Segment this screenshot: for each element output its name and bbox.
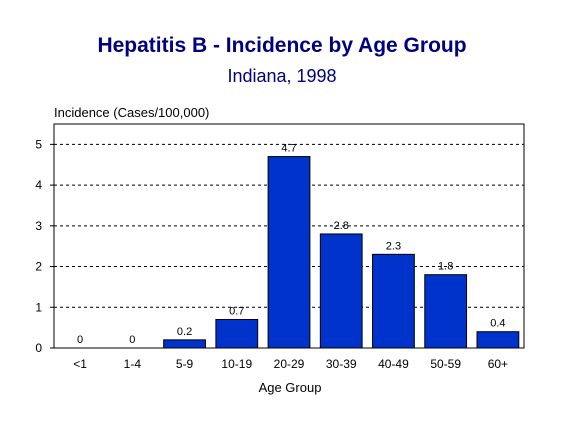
data-label: 0.2	[177, 326, 192, 338]
y-axis-label: Incidence (Cases/100,000)	[54, 105, 209, 120]
bar	[163, 339, 206, 349]
bar	[476, 331, 520, 349]
data-label: 2.8	[334, 220, 349, 232]
y-tick-label: 1	[35, 300, 42, 314]
x-ticks: <1 1-4 5-9 10-19 20-29 30-39 40-49 50-59 60+	[73, 357, 508, 371]
y-tick-label: 4	[35, 178, 42, 192]
x-tick-label: 30-39	[326, 357, 357, 371]
plot-area	[53, 123, 525, 349]
data-label: 0.4	[490, 318, 505, 330]
data-labels: 0 0 0.2 0.7 4.7 2.8 2.3 1.8 0.4	[77, 143, 505, 346]
x-tick-label: <1	[73, 357, 87, 371]
x-tick-label: 1-4	[124, 357, 142, 371]
data-label: 0	[129, 334, 135, 346]
data-label: 1.8	[438, 261, 453, 273]
x-tick-label: 5-9	[176, 357, 194, 371]
y-tick-label: 3	[35, 219, 42, 233]
x-tick-label: 10-19	[221, 357, 252, 371]
x-tick-label: 60+	[488, 357, 508, 371]
bar	[319, 233, 363, 349]
y-ticks: 0 1 2 3 4 5	[35, 137, 54, 355]
y-tick-label: 0	[35, 341, 42, 355]
data-label: 2.3	[386, 240, 401, 252]
data-label: 0	[77, 334, 83, 346]
x-axis-label: Age Group	[259, 380, 322, 395]
data-label: 4.7	[281, 143, 296, 155]
x-tick-label: 20-29	[274, 357, 305, 371]
chart-subtitle: Indiana, 1998	[227, 66, 336, 86]
x-tick-label: 40-49	[378, 357, 409, 371]
y-tick-label: 2	[35, 260, 42, 274]
bar	[372, 253, 415, 349]
x-tick-label: 50-59	[430, 357, 461, 371]
data-label: 0.7	[229, 305, 244, 317]
chart-title: Hepatitis B - Incidence by Age Group	[97, 34, 466, 57]
bar	[267, 156, 311, 349]
bar	[424, 274, 468, 349]
bars	[163, 156, 520, 349]
bar	[215, 318, 259, 349]
y-tick-label: 5	[35, 137, 42, 151]
